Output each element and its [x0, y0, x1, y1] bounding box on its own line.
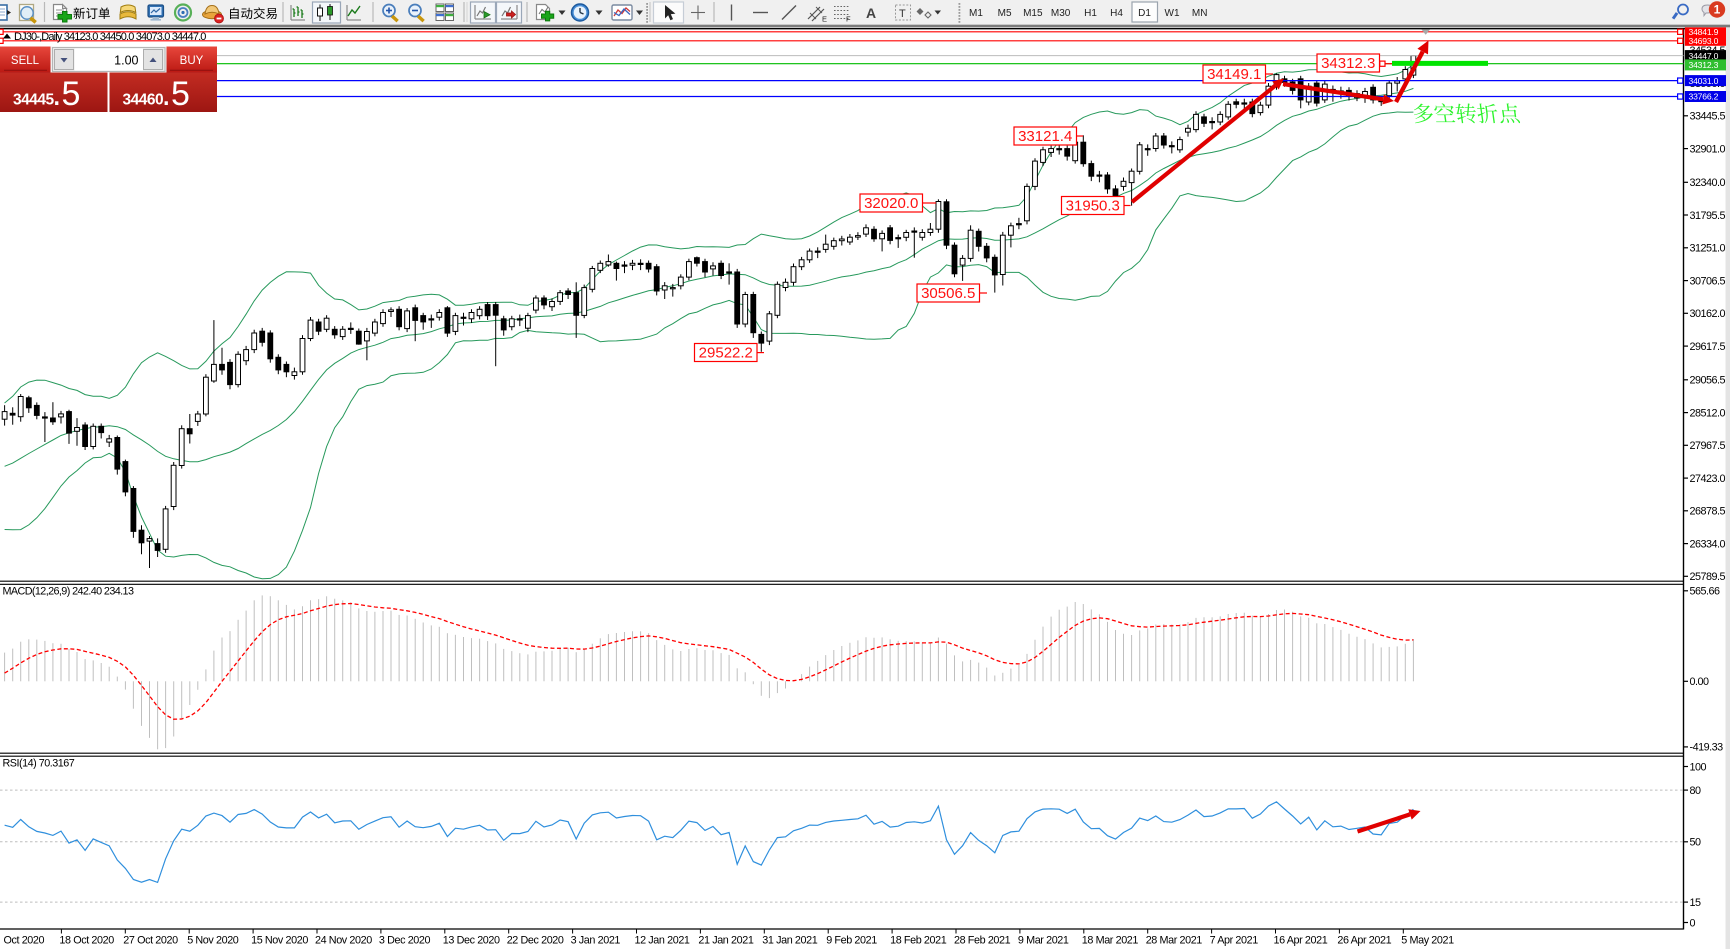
svg-text:RSI(14) 70.3167: RSI(14) 70.3167 — [3, 758, 75, 770]
svg-text:33121.4: 33121.4 — [1018, 128, 1072, 145]
svg-text:31251.0: 31251.0 — [1690, 243, 1726, 255]
svg-text:0: 0 — [1690, 917, 1696, 929]
svg-text:M1: M1 — [969, 8, 983, 19]
svg-text:25789.5: 25789.5 — [1690, 571, 1726, 583]
svg-text:15 Nov 2020: 15 Nov 2020 — [251, 935, 308, 947]
svg-text:H1: H1 — [1084, 8, 1097, 19]
svg-text:27 Oct 2020: 27 Oct 2020 — [123, 935, 178, 947]
svg-text:31 Jan 2021: 31 Jan 2021 — [762, 935, 817, 947]
svg-text:29522.2: 29522.2 — [699, 345, 753, 362]
svg-text:SELL: SELL — [11, 55, 40, 67]
svg-text:30506.5: 30506.5 — [921, 285, 975, 302]
svg-text:34312.3: 34312.3 — [1689, 60, 1719, 70]
svg-text:7 Apr 2021: 7 Apr 2021 — [1210, 935, 1259, 947]
svg-text:1: 1 — [1714, 3, 1721, 17]
svg-text:18 Oct 2020: 18 Oct 2020 — [59, 935, 114, 947]
svg-text:565.66: 565.66 — [1690, 586, 1721, 598]
svg-text:T: T — [899, 8, 906, 20]
svg-text:30162.0: 30162.0 — [1690, 308, 1726, 320]
svg-text:29617.5: 29617.5 — [1690, 341, 1726, 353]
svg-text:27423.0: 27423.0 — [1690, 473, 1726, 485]
svg-text:34841.9: 34841.9 — [1689, 27, 1719, 37]
svg-text:3 Dec 2020: 3 Dec 2020 — [379, 935, 431, 947]
svg-text:MACD(12,26,9) 242.40 234.13: MACD(12,26,9) 242.40 234.13 — [3, 586, 134, 598]
svg-text:80: 80 — [1690, 785, 1702, 797]
svg-text:12 Jan 2021: 12 Jan 2021 — [635, 935, 690, 947]
svg-text:M30: M30 — [1051, 8, 1071, 19]
svg-text:3 Jan 2021: 3 Jan 2021 — [571, 935, 621, 947]
svg-text:9 Mar 2021: 9 Mar 2021 — [1018, 935, 1069, 947]
svg-text:M15: M15 — [1023, 8, 1043, 19]
svg-text:MN: MN — [1192, 8, 1208, 19]
svg-text:21 Jan 2021: 21 Jan 2021 — [698, 935, 753, 947]
svg-text:34447.0: 34447.0 — [1689, 51, 1719, 61]
svg-text:32020.0: 32020.0 — [864, 195, 918, 212]
svg-text:26878.5: 26878.5 — [1690, 506, 1726, 518]
svg-text:D1: D1 — [1138, 8, 1151, 19]
svg-text:50: 50 — [1690, 837, 1702, 849]
svg-text:34149.1: 34149.1 — [1207, 66, 1261, 83]
svg-text:29056.5: 29056.5 — [1690, 375, 1726, 387]
svg-text:34460: 34460 — [123, 92, 164, 109]
svg-text:F: F — [846, 15, 851, 24]
svg-text:18 Feb 2021: 18 Feb 2021 — [890, 935, 947, 947]
svg-text:A: A — [866, 5, 876, 21]
svg-text:DJ30-,Daily 34123.0 34450.0 3: DJ30-,Daily 34123.0 34450.0 34073.0 3444… — [14, 31, 206, 43]
svg-text:34693.0: 34693.0 — [1689, 36, 1719, 46]
svg-text:5 Nov 2020: 5 Nov 2020 — [187, 935, 239, 947]
svg-text:32340.0: 32340.0 — [1690, 177, 1726, 189]
svg-text:22 Dec 2020: 22 Dec 2020 — [507, 935, 564, 947]
svg-text:27967.5: 27967.5 — [1690, 440, 1726, 452]
svg-text:34031.0: 34031.0 — [1689, 76, 1719, 86]
svg-text:5 May 2021: 5 May 2021 — [1401, 935, 1454, 947]
svg-text:.5: .5 — [52, 75, 80, 113]
svg-text:13 Dec 2020: 13 Dec 2020 — [443, 935, 500, 947]
svg-text:E: E — [822, 15, 827, 24]
svg-text:33766.2: 33766.2 — [1689, 92, 1719, 102]
svg-text:15: 15 — [1690, 897, 1702, 909]
svg-text:BUY: BUY — [180, 55, 204, 67]
svg-text:9 Feb 2021: 9 Feb 2021 — [826, 935, 877, 947]
svg-text:31950.3: 31950.3 — [1066, 198, 1120, 215]
svg-text:W1: W1 — [1165, 8, 1180, 19]
svg-text:1.00: 1.00 — [114, 54, 138, 68]
svg-text:34445: 34445 — [13, 92, 54, 109]
svg-text:H4: H4 — [1110, 8, 1123, 19]
svg-text:28 Feb 2021: 28 Feb 2021 — [954, 935, 1011, 947]
svg-text:M5: M5 — [998, 8, 1012, 19]
svg-text:18 Mar 2021: 18 Mar 2021 — [1082, 935, 1139, 947]
svg-text:26334.0: 26334.0 — [1690, 538, 1726, 550]
svg-text:32901.0: 32901.0 — [1690, 143, 1726, 155]
svg-text:100: 100 — [1690, 761, 1707, 773]
svg-text:16 Apr 2021: 16 Apr 2021 — [1274, 935, 1328, 947]
svg-text:31795.5: 31795.5 — [1690, 210, 1726, 222]
svg-text:24 Nov 2020: 24 Nov 2020 — [315, 935, 372, 947]
svg-text:28512.0: 28512.0 — [1690, 407, 1726, 419]
svg-text:30706.5: 30706.5 — [1690, 275, 1726, 287]
svg-text:33445.5: 33445.5 — [1690, 111, 1726, 123]
svg-text:34312.3: 34312.3 — [1321, 55, 1375, 72]
svg-text:.5: .5 — [162, 75, 190, 113]
svg-text:26 Apr 2021: 26 Apr 2021 — [1337, 935, 1391, 947]
svg-text:-419.33: -419.33 — [1690, 742, 1724, 754]
svg-text:28 Mar 2021: 28 Mar 2021 — [1146, 935, 1203, 947]
svg-text:0.00: 0.00 — [1690, 676, 1710, 688]
svg-text:Oct 2020: Oct 2020 — [4, 935, 45, 947]
